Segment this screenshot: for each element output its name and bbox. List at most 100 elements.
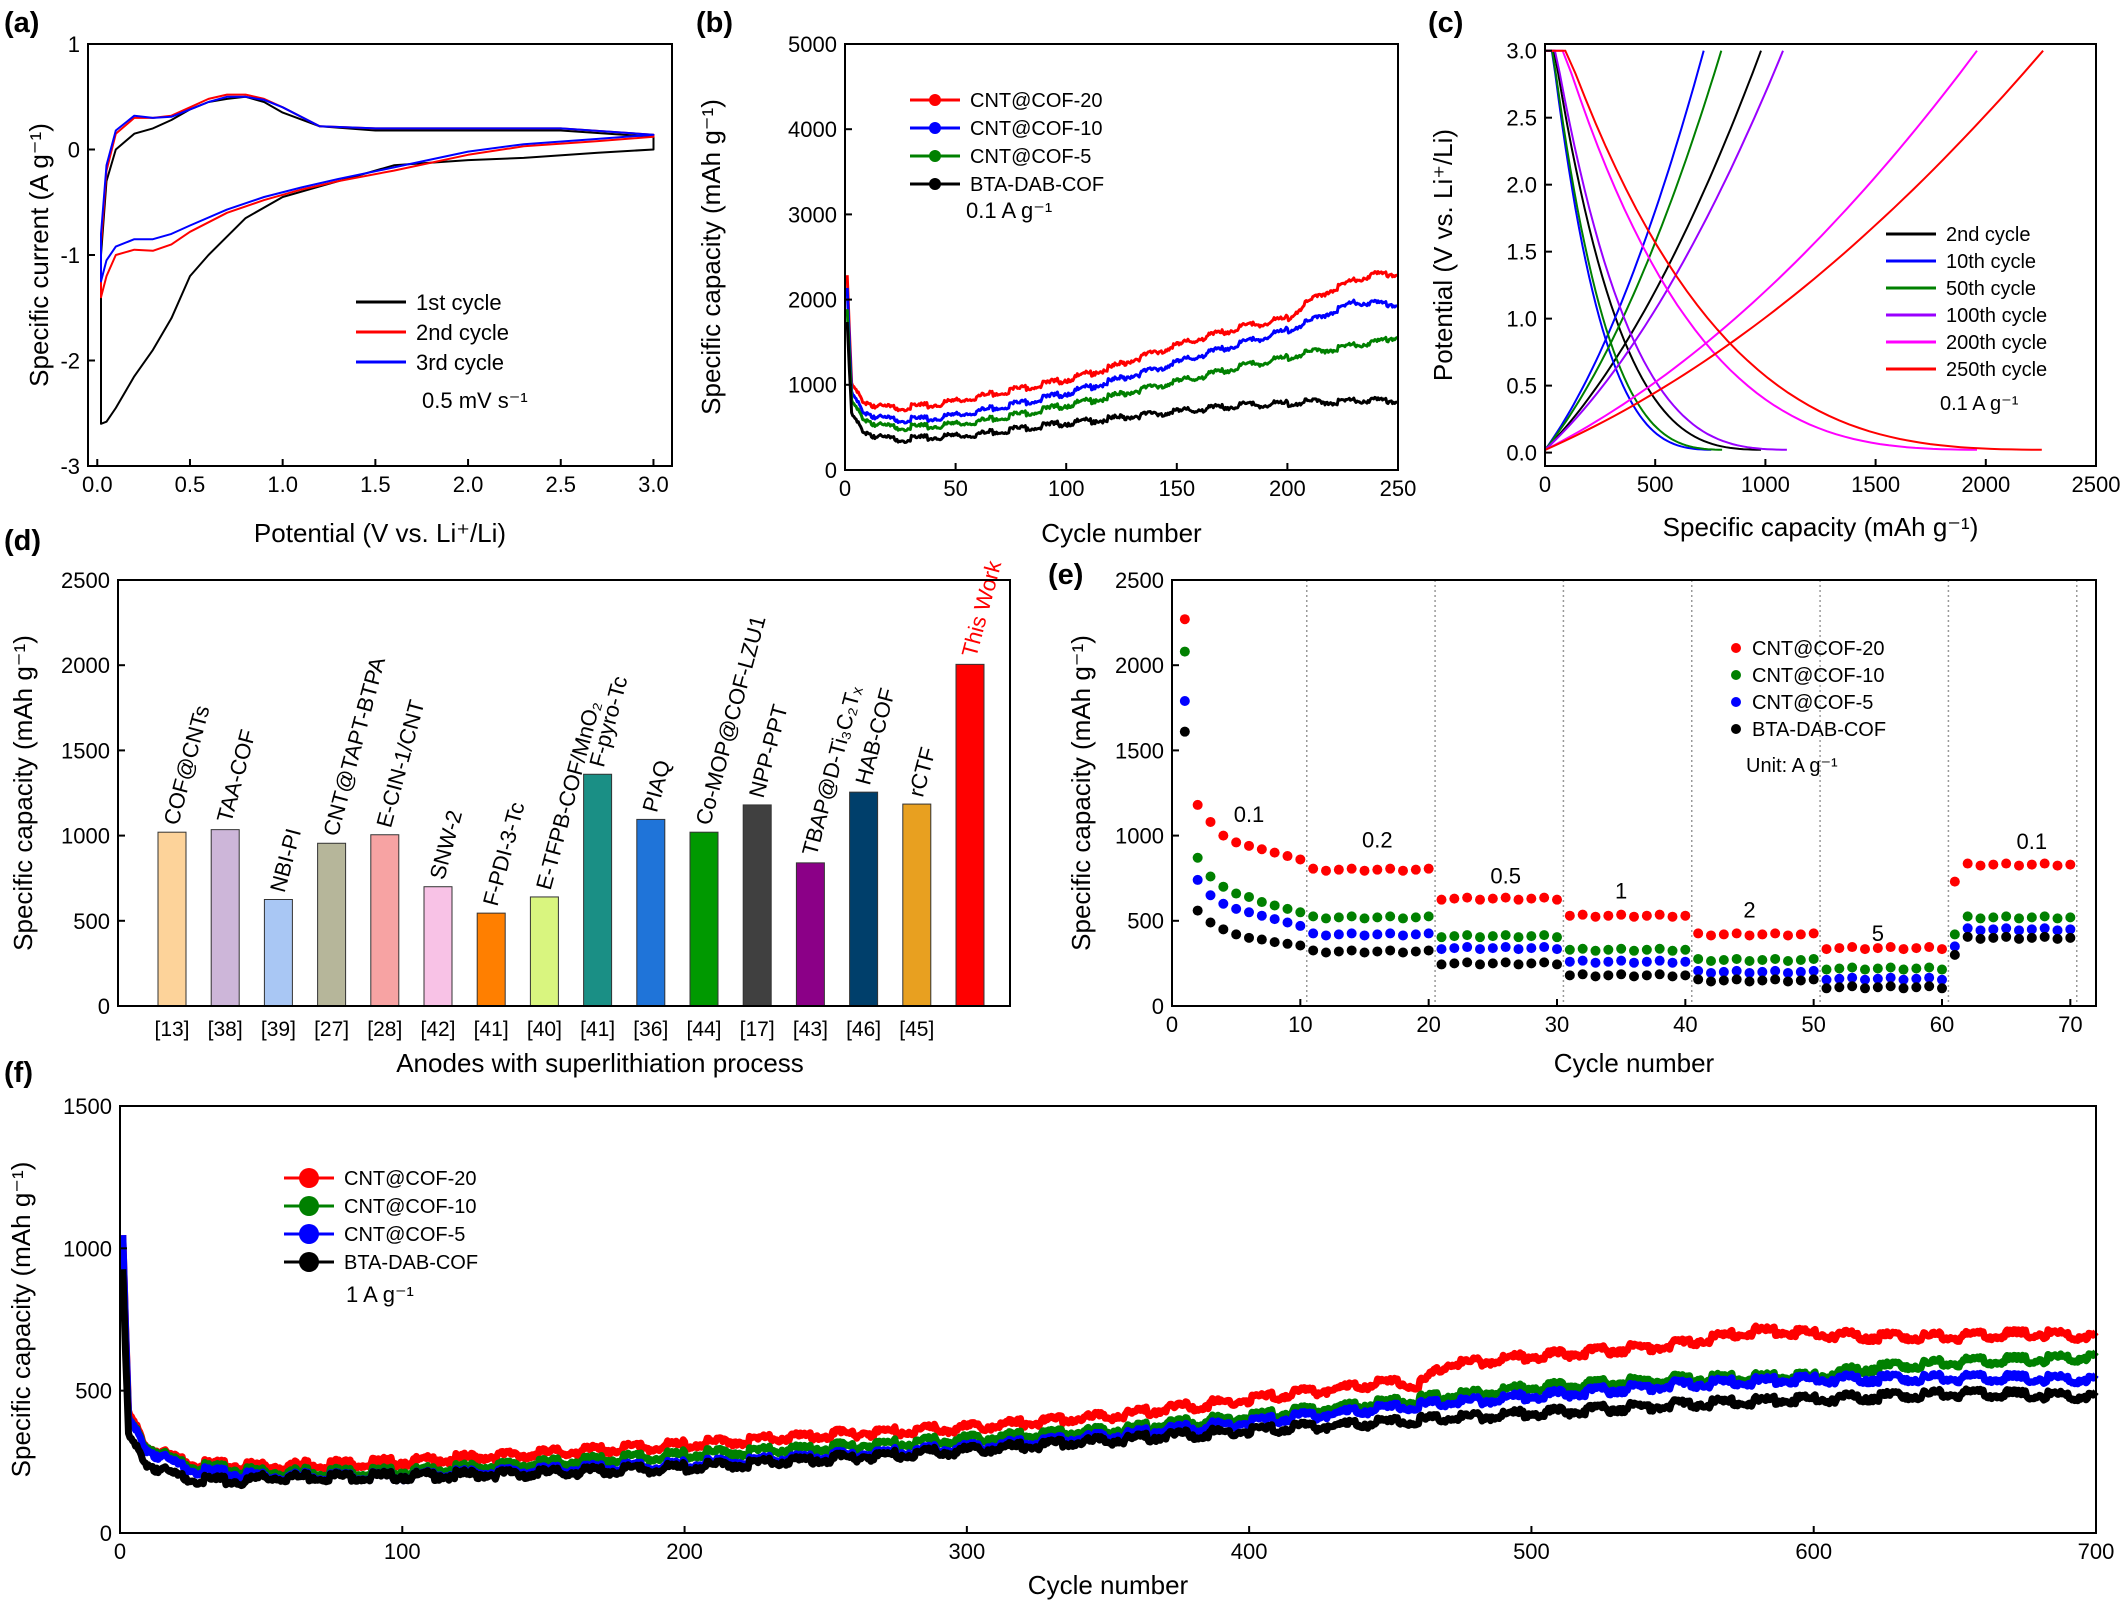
charge-curve-1 — [1544, 50, 1762, 451]
data-point-4 — [1744, 976, 1755, 987]
data-point-4 — [1256, 934, 1267, 945]
data-point-2 — [1924, 962, 1935, 973]
data-point-3 — [1436, 944, 1447, 955]
data-point-4 — [1731, 974, 1742, 985]
data-point-3 — [1693, 965, 1704, 976]
data-point-1 — [1359, 865, 1370, 876]
bar-category-label: TAA-COF — [212, 727, 261, 825]
data-point-1 — [1385, 863, 1396, 874]
data-point-4 — [1462, 957, 1473, 968]
data-point-1 — [1256, 844, 1267, 855]
data-point-3 — [2065, 924, 2076, 935]
bar-category-label: PIAQ — [637, 757, 675, 814]
plot-frame — [1171, 579, 2097, 1007]
legend-marker — [299, 1224, 319, 1244]
data-point-2 — [1821, 964, 1832, 975]
data-point-3 — [1667, 957, 1678, 968]
data-point-4 — [1641, 970, 1652, 981]
data-point-2 — [1539, 930, 1550, 941]
data-point-3 — [1423, 928, 1434, 939]
data-point-4 — [1526, 958, 1537, 969]
x-tick-label: 100 — [1048, 476, 1085, 501]
discharge-curve-2 — [1545, 49, 1712, 451]
y-tick-label: 1 — [68, 32, 80, 57]
data-point-2 — [1192, 852, 1203, 863]
data-point-1 — [1179, 614, 1190, 625]
data-point-3 — [2014, 925, 2024, 936]
x-tick-label: 400 — [1231, 1539, 1268, 1564]
y-tick-label: 0.0 — [1506, 441, 1537, 466]
data-point-1 — [1269, 847, 1280, 858]
x-tick-label: 1000 — [1741, 472, 1790, 497]
data-point-4 — [1937, 983, 1947, 994]
data-point-4 — [2065, 932, 2076, 943]
bar-ref-label: [13] — [154, 1018, 189, 1041]
data-point-2 — [1359, 913, 1370, 924]
data-point-1 — [2001, 858, 2012, 869]
y-tick-label: 1.5 — [1506, 240, 1537, 265]
data-point-3 — [1718, 966, 1729, 977]
plot-frame — [844, 43, 1399, 471]
data-point-2 — [1911, 963, 1922, 974]
data-point-2 — [1808, 953, 1819, 964]
panel-label-d: (d) — [4, 525, 41, 557]
data-point-2 — [1667, 945, 1678, 956]
data-point-2 — [1770, 953, 1781, 964]
data-point-3 — [1911, 973, 1922, 984]
legend-label: CNT@COF-5 — [1752, 692, 1873, 714]
legend-label: CNT@COF-10 — [970, 118, 1103, 140]
plot-frame — [87, 43, 673, 467]
data-point-4 — [1847, 981, 1858, 992]
data-point-4 — [1552, 959, 1562, 970]
series-line-4 — [845, 321, 1399, 444]
data-point-4 — [1718, 975, 1729, 986]
data-point-1 — [1333, 864, 1344, 875]
y-axis-title: Specific capacity (mAh g⁻¹) — [1066, 635, 1096, 951]
data-point-3 — [1847, 972, 1858, 983]
rate-label: 5 — [1872, 921, 1884, 946]
data-point-4 — [1192, 905, 1203, 916]
legend-marker — [299, 1196, 319, 1216]
data-point-4 — [1770, 974, 1781, 985]
data-point-2 — [2001, 911, 2012, 922]
data-point-1 — [1680, 910, 1691, 921]
data-point-1 — [1295, 854, 1306, 865]
y-tick-label: 3.0 — [1506, 39, 1537, 64]
rate-label: 0.1 — [1234, 802, 1265, 827]
data-point-3 — [1577, 955, 1588, 966]
y-tick-label: 4000 — [788, 117, 837, 142]
discharge-curve-1 — [1545, 49, 1762, 451]
x-tick-label: 30 — [1545, 1012, 1569, 1037]
legend-label: 100th cycle — [1946, 305, 2047, 327]
data-point-3 — [1821, 974, 1832, 985]
bar-14 — [849, 791, 879, 1007]
data-point-1 — [2065, 859, 2076, 870]
data-point-1 — [1449, 893, 1460, 904]
data-point-3 — [1654, 955, 1665, 966]
data-point-1 — [1244, 840, 1254, 851]
data-point-1 — [1718, 929, 1729, 940]
data-point-2 — [1372, 912, 1383, 923]
data-point-3 — [1385, 928, 1396, 939]
data-point-1 — [1487, 893, 1498, 904]
data-point-4 — [1231, 929, 1242, 940]
data-point-1 — [1693, 928, 1704, 939]
data-point-3 — [1641, 956, 1652, 967]
bar-ref-label: [42] — [420, 1018, 455, 1041]
legend-label: BTA-DAB-COF — [344, 1252, 478, 1274]
legend-label: 2nd cycle — [1946, 224, 2031, 246]
x-tick-label: 2.5 — [545, 472, 576, 497]
data-point-1 — [1205, 816, 1216, 827]
x-tick-label: 50 — [1801, 1012, 1825, 1037]
data-point-1 — [1744, 930, 1755, 941]
data-point-3 — [1552, 944, 1562, 955]
series-line-3 — [845, 309, 1399, 433]
data-point-1 — [1654, 909, 1665, 920]
bar-16 — [955, 663, 985, 1007]
y-tick-label: 2.0 — [1506, 173, 1537, 198]
bar-category-label: COF@CNTs — [159, 703, 215, 828]
data-point-2 — [1333, 912, 1344, 923]
data-point-4 — [1898, 983, 1909, 994]
data-point-4 — [1244, 932, 1254, 943]
